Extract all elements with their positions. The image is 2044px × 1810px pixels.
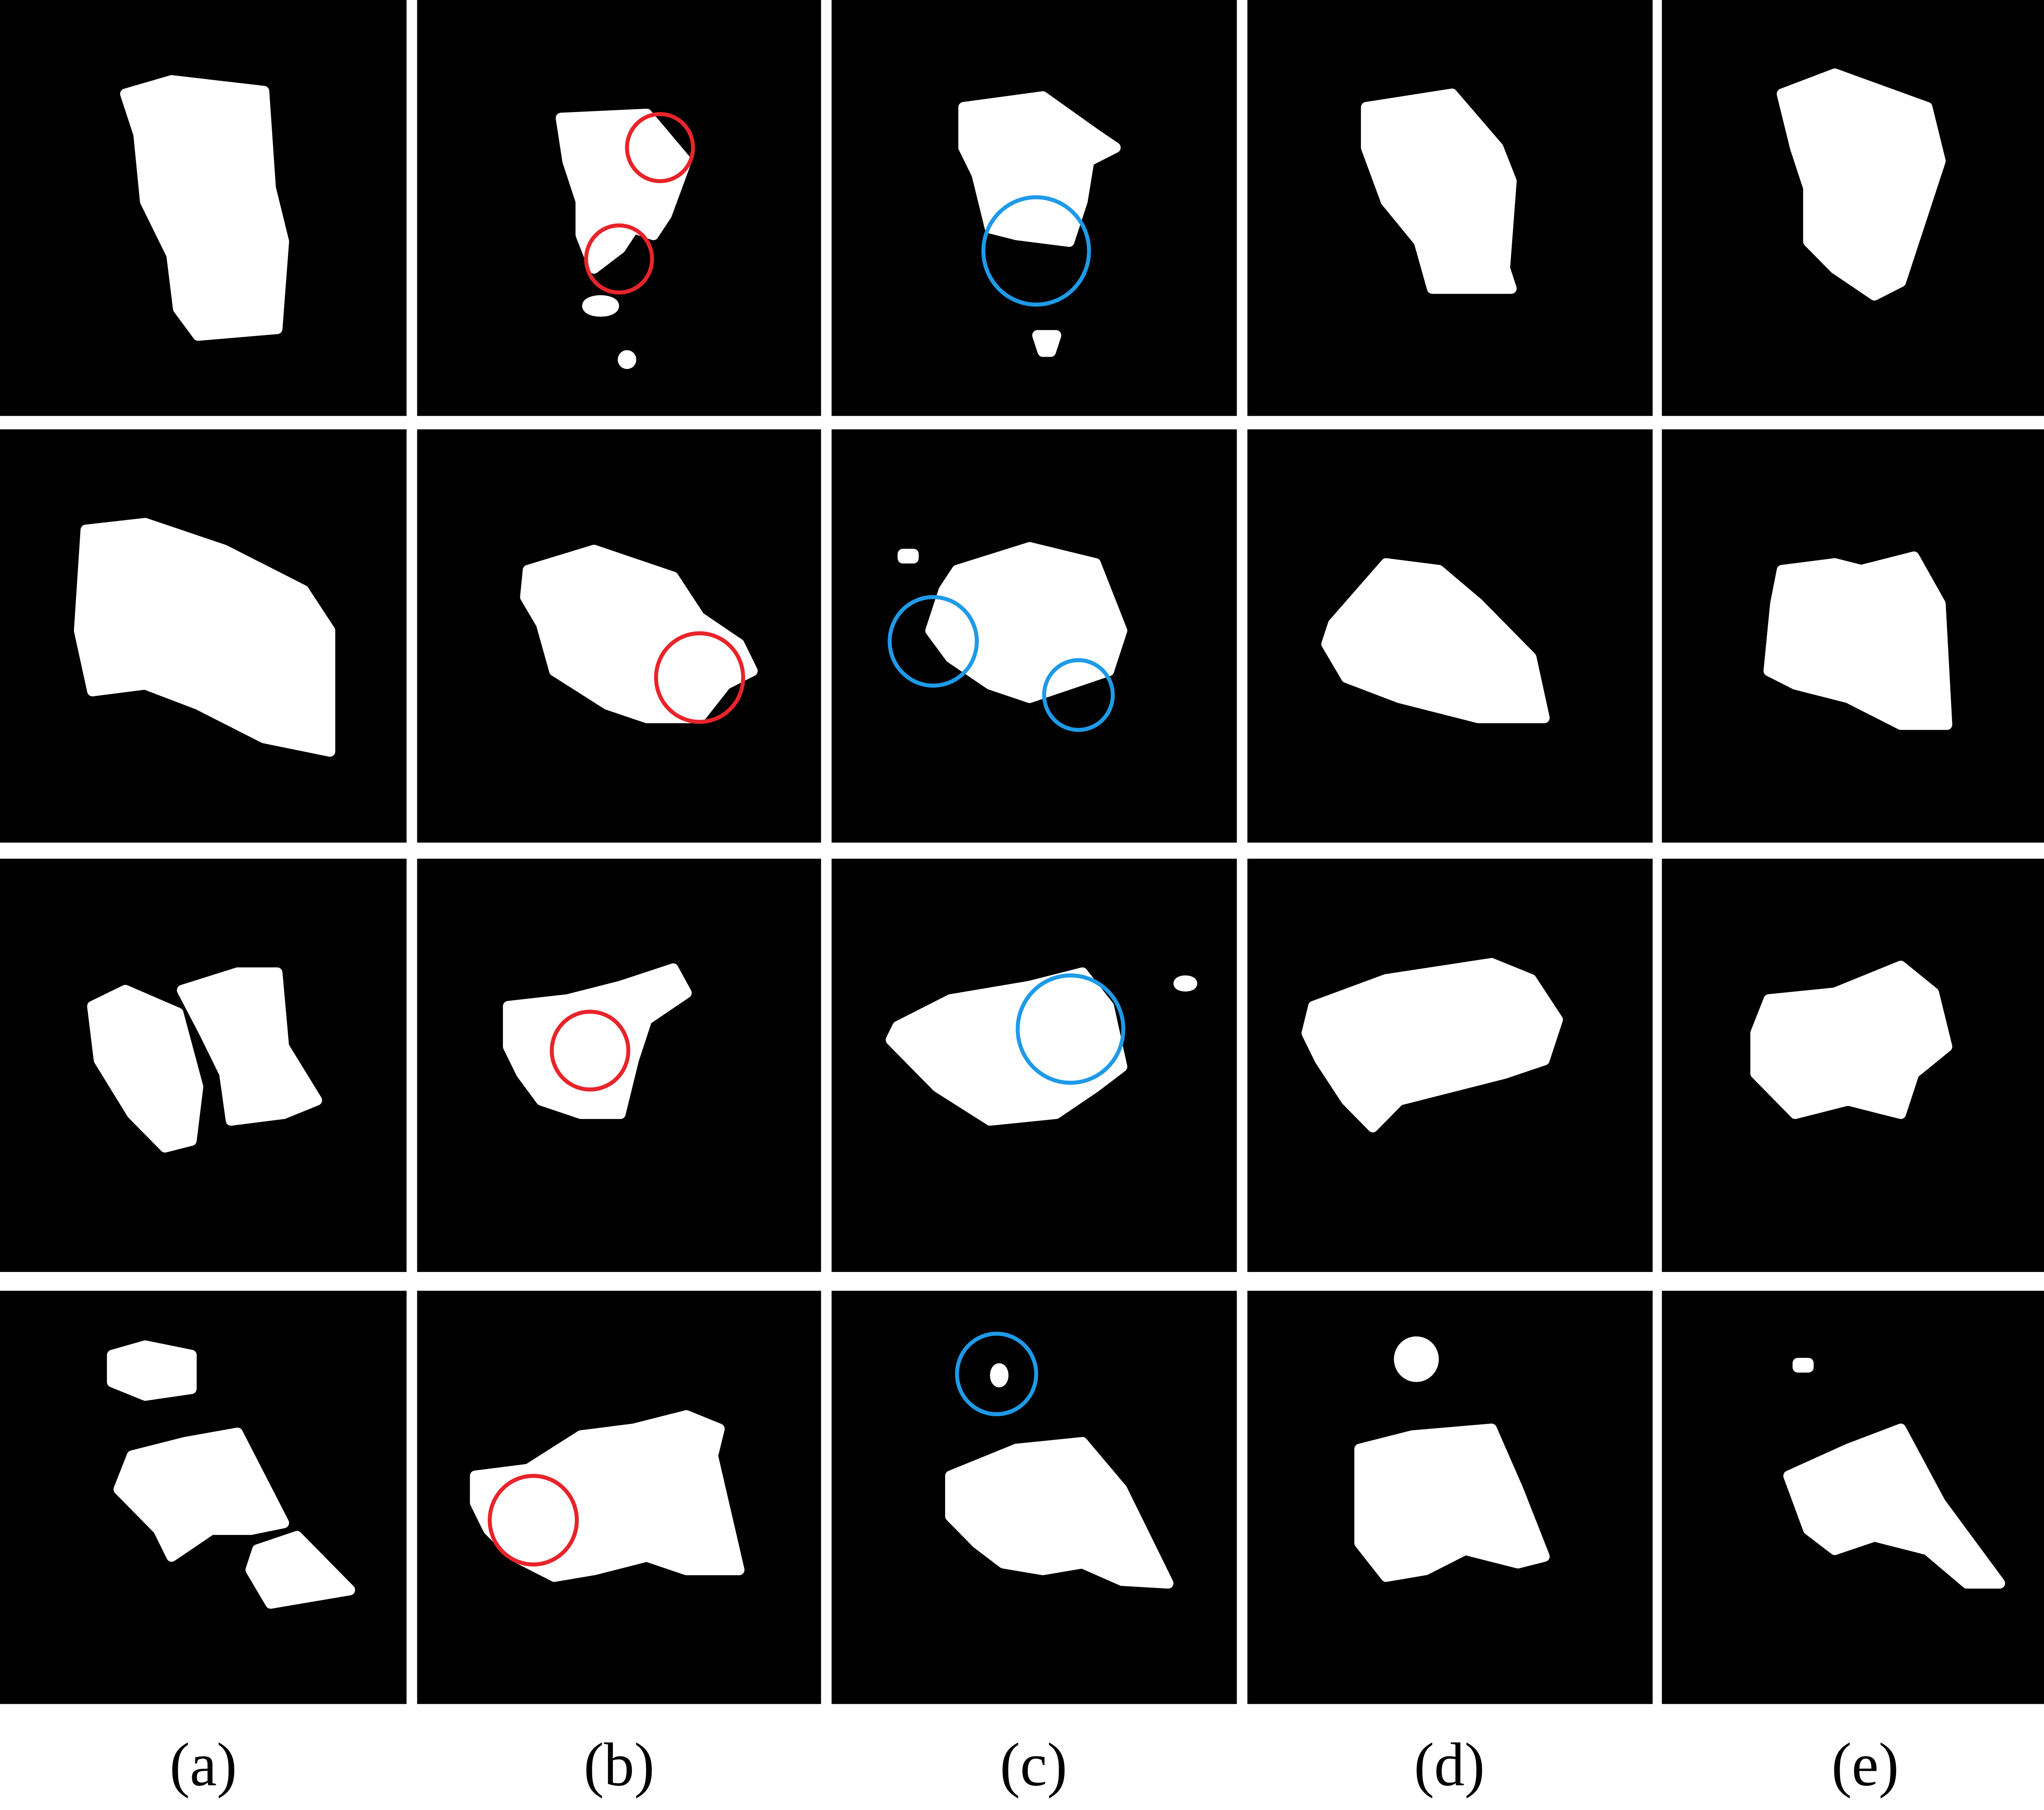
mask-region	[1777, 68, 1946, 301]
mask-region	[107, 1340, 197, 1401]
mask-region	[177, 967, 322, 1126]
mask-region	[1792, 1358, 1814, 1373]
image-panel	[0, 859, 407, 1272]
column-label: (b)	[584, 1731, 654, 1799]
mask-region	[503, 963, 692, 1119]
highlight-circle	[1042, 658, 1115, 732]
mask-region	[1750, 960, 1952, 1119]
mask-region	[1783, 1423, 2005, 1589]
highlight-circle	[1015, 973, 1125, 1085]
highlight-circle	[584, 223, 654, 295]
mask-region	[113, 1427, 289, 1562]
mask-region	[897, 549, 919, 564]
mask-region	[1763, 551, 1952, 730]
mask-region	[945, 1437, 1174, 1589]
mask-region	[1361, 88, 1517, 294]
column-label: (c)	[1000, 1731, 1067, 1799]
highlight-circle	[654, 631, 745, 724]
mask-region	[1321, 558, 1550, 723]
column-labels: (a) (b) (c) (d) (e)	[170, 1731, 1899, 1799]
mask-region	[520, 545, 758, 723]
highlight-circle	[888, 595, 979, 688]
mask-region	[1394, 1336, 1439, 1382]
mask-region	[1301, 958, 1563, 1133]
highlight-circle	[955, 1332, 1038, 1416]
mask-region	[556, 108, 692, 274]
column-label: (e)	[1831, 1731, 1899, 1799]
highlight-circle	[488, 1474, 579, 1567]
mask-region	[245, 1531, 355, 1609]
mask-region	[1032, 330, 1062, 357]
mask-region	[1354, 1423, 1550, 1582]
mask-region	[990, 1363, 1009, 1388]
mask-region	[1173, 975, 1197, 992]
panels	[0, 0, 2044, 1704]
mask-region	[470, 1410, 745, 1582]
highlight-circle	[981, 195, 1091, 307]
column-label: (a)	[170, 1731, 237, 1799]
mask-region	[958, 91, 1121, 247]
mask-region	[87, 985, 204, 1153]
mask-region	[618, 350, 637, 369]
highlight-circle	[549, 1009, 630, 1092]
highlight-circle	[625, 112, 695, 183]
mask-region	[582, 295, 619, 317]
mask-region	[74, 518, 336, 757]
masks	[74, 68, 2005, 1609]
column-label: (d)	[1414, 1731, 1485, 1799]
mask-region	[120, 75, 289, 341]
